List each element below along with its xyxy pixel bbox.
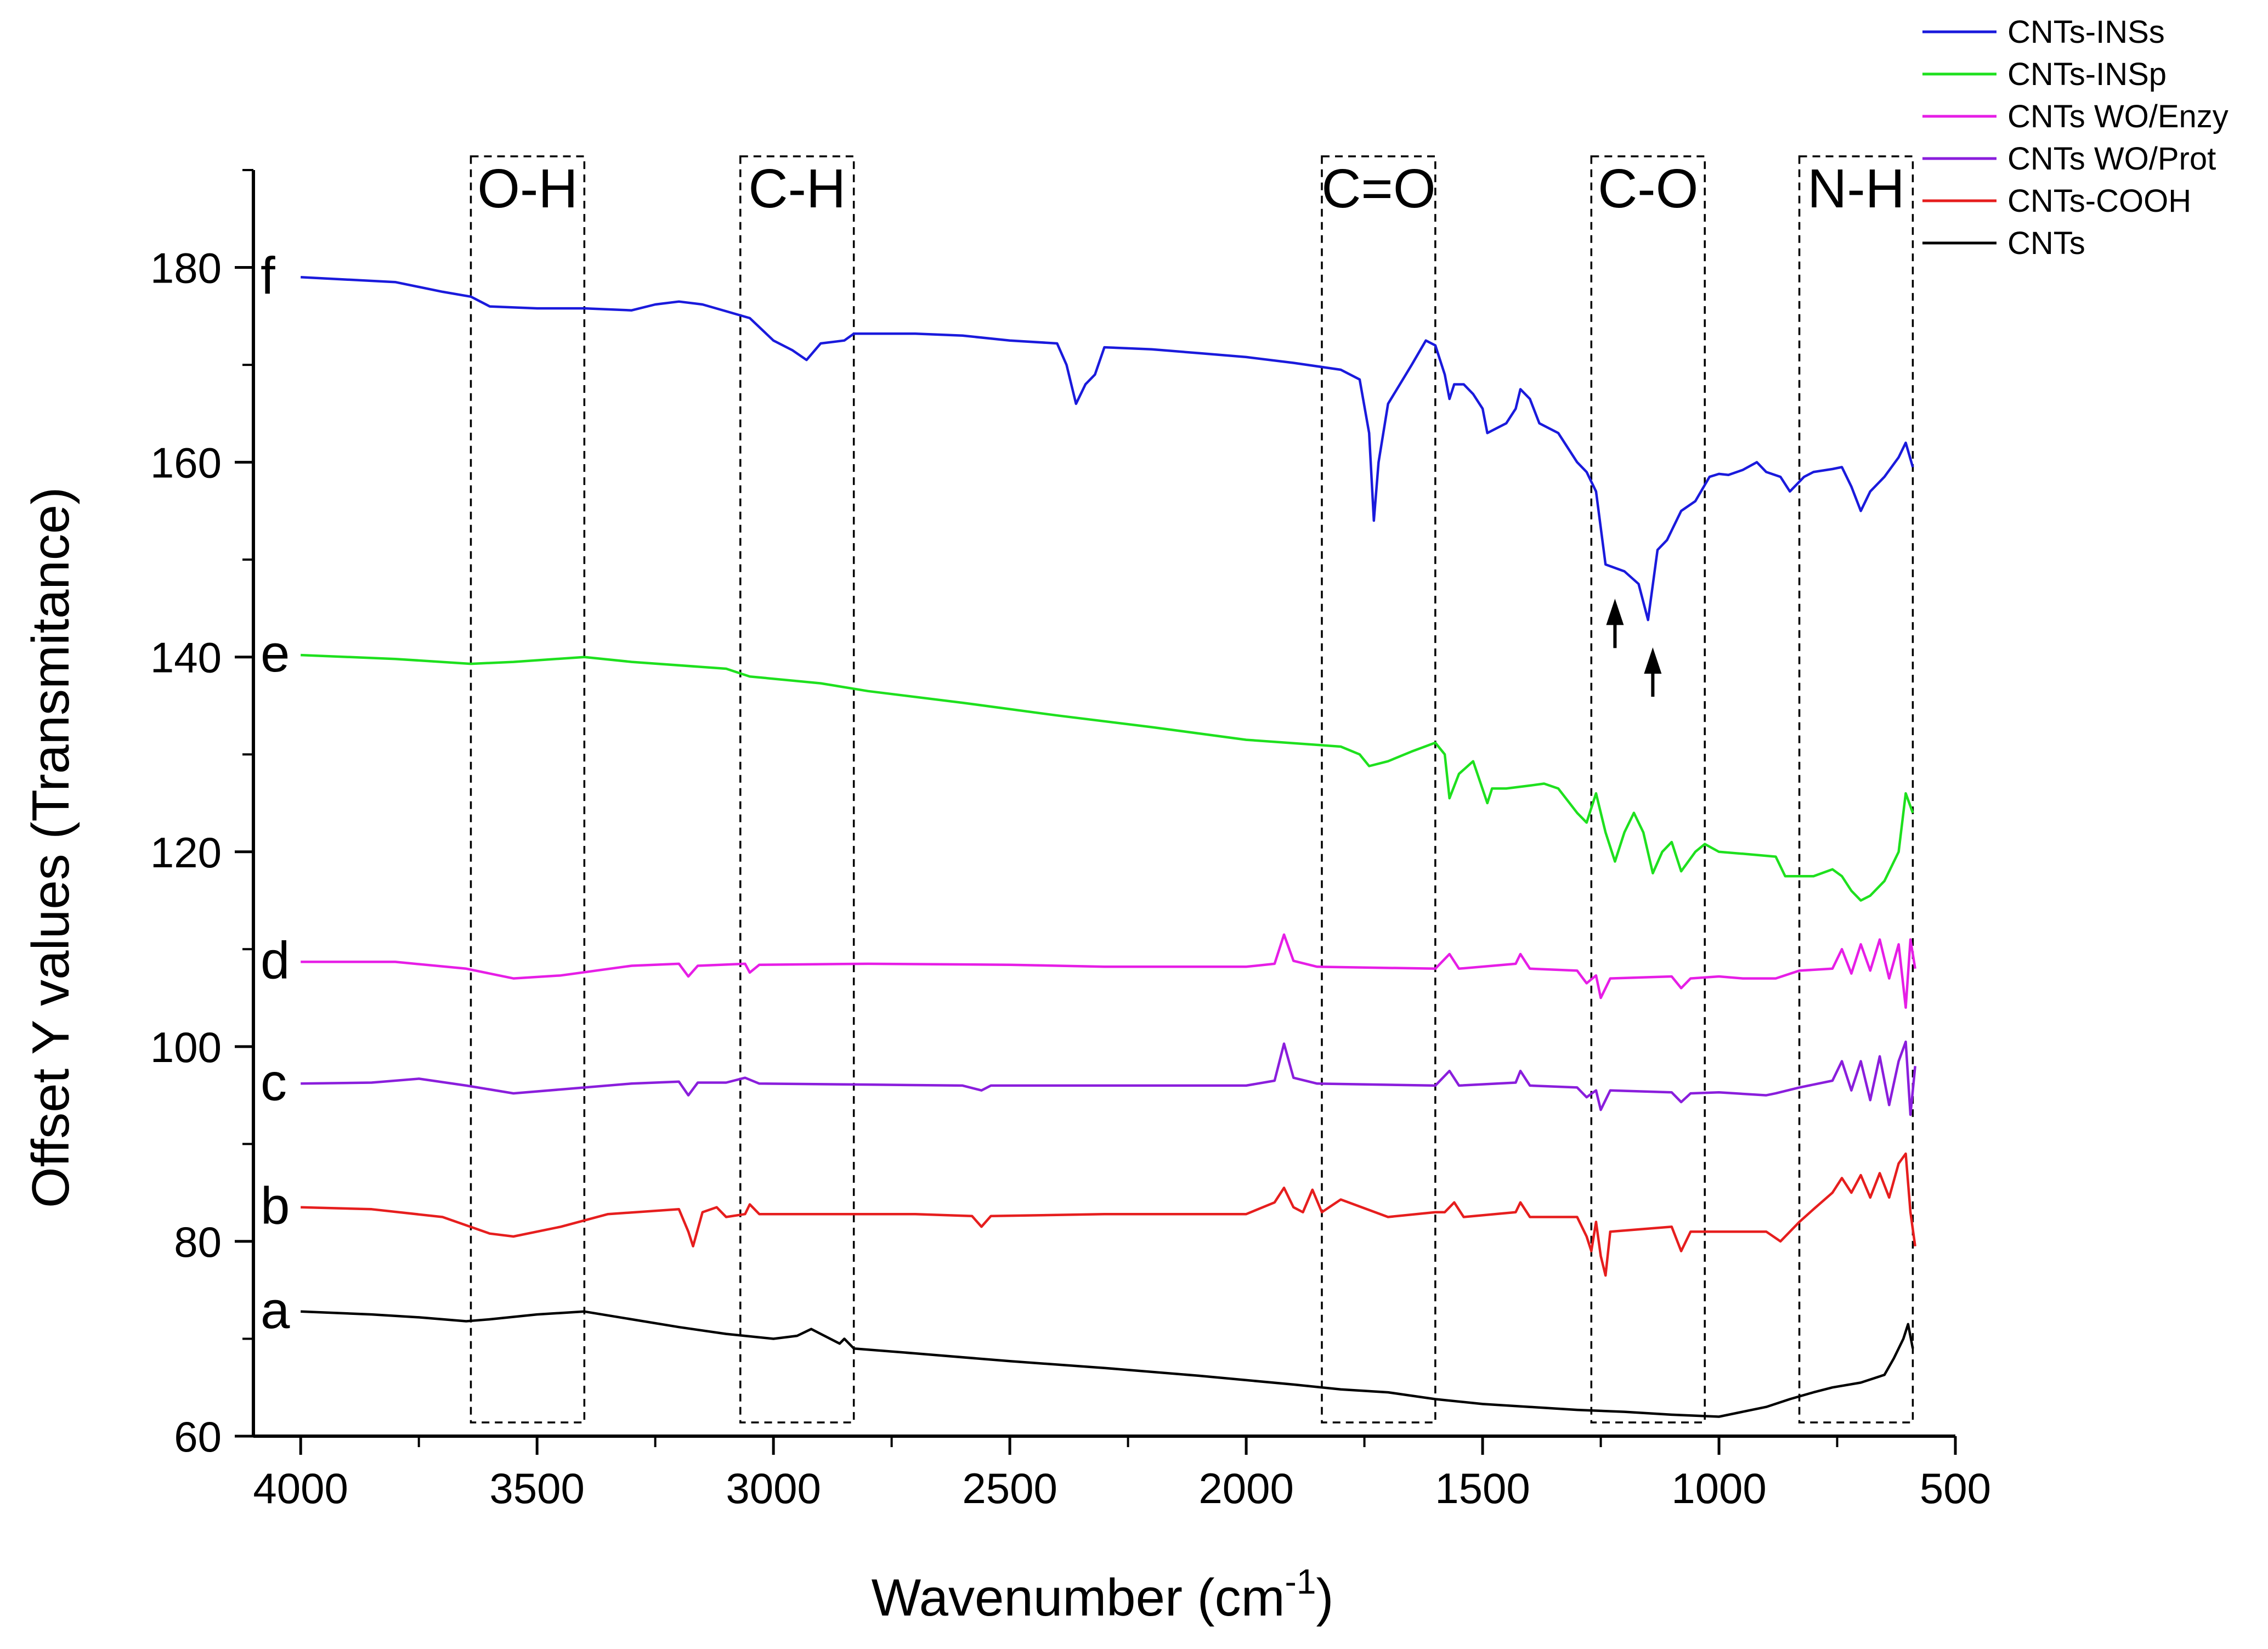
x-tick-label: 2000 [1198,1464,1294,1512]
curve-letter: e [261,624,290,683]
x-tick-label: 1500 [1435,1464,1530,1512]
x-tick-label: 2500 [962,1464,1057,1512]
band-label: N-H [1807,158,1905,219]
y-tick-label: 100 [150,1023,222,1071]
band-label: C-O [1598,158,1698,219]
band-label: C-H [748,158,846,219]
legend: CNTs-INSs CNTs-INSp CNTs WO/Enzy CNTs WO/Pr… [1922,14,2229,261]
plot-frame [253,170,1955,1436]
y-tick-label: 60 [174,1413,222,1461]
curve-letter: c [261,1053,287,1111]
curve-letter: b [261,1177,290,1235]
y-axis-title: Offset Y values (Transmitance) [21,487,80,1208]
series-line [301,276,1914,622]
peak-arrows [1606,598,1662,697]
x-axis-title-text: Wavenumber (cm [872,1568,1285,1627]
x-tick-label: 500 [1920,1464,1991,1512]
curve-letter: d [261,931,290,990]
peak-arrow [1644,647,1662,674]
legend-label: CNTs-COOH [2007,183,2191,219]
band-label: C=O [1321,158,1435,219]
x-tick-label: 3000 [726,1464,821,1512]
x-axis-title: Wavenumber (cm-1) [872,1562,1334,1627]
series-lines [301,276,1916,1418]
band-boxes: O-H C-H C=O C-O N-H [470,155,1914,1424]
curve-letters: f e d c ba [261,246,290,1339]
legend-label: CNTs [2007,225,2085,261]
y-tick-label: 140 [150,634,222,682]
series-line [301,653,1914,902]
band-label: O-H [477,158,578,219]
legend-label: CNTs-INSs [2007,14,2165,50]
x-axis-title-close: ) [1316,1568,1333,1627]
band-box [470,155,586,1424]
curve-letter: a [261,1281,290,1340]
band-box [1798,155,1914,1424]
y-tick-label: 80 [174,1218,222,1266]
x-axis-title-sup: -1 [1285,1562,1316,1601]
legend-label: CNTs-INSp [2007,57,2167,92]
x-tick-label: 1000 [1671,1464,1767,1512]
y-tick-label: 120 [150,828,222,877]
legend-label: CNTs WO/Prot [2007,141,2216,177]
x-tick-label: 3500 [489,1464,585,1512]
legend-label: CNTs WO/Enzy [2007,99,2229,134]
ticks: 4000 3500 3000 2500 2000 1500 1000 500 60 80 100 12… [150,169,1991,1512]
band-box [1321,155,1436,1424]
axes [252,170,1955,1438]
band-box [739,155,855,1424]
series-line [301,933,1916,1009]
series-line [301,1310,1914,1418]
series-line [301,1040,1916,1116]
band-box [1590,155,1706,1424]
series-line [301,1152,1916,1277]
curve-letter: f [261,246,275,305]
y-tick-label: 160 [150,439,222,487]
x-tick-label: 4000 [253,1464,348,1512]
peak-arrow [1606,598,1624,625]
y-tick-label: 180 [150,244,222,292]
